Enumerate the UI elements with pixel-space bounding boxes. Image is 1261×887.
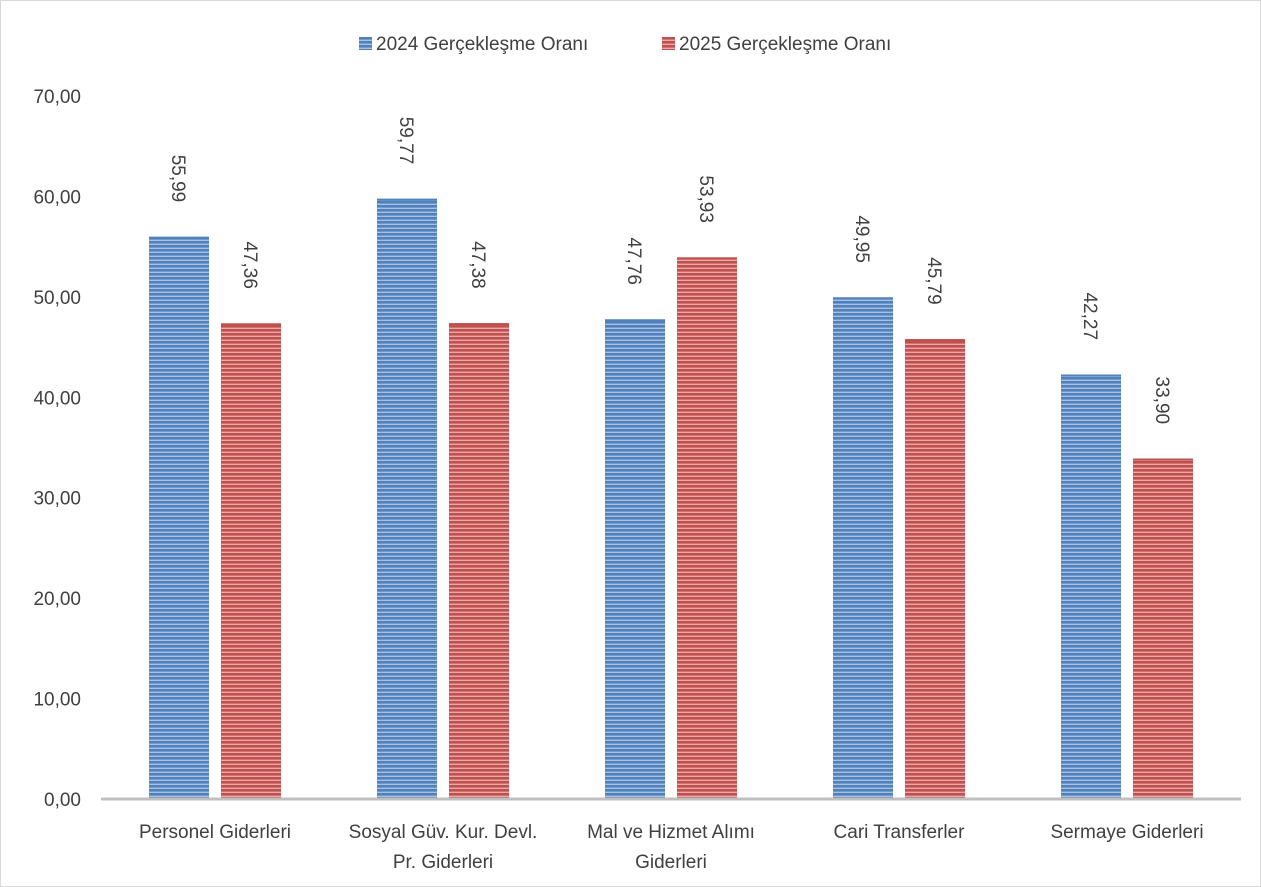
data-label: 49,95 [851, 215, 872, 263]
bar-2024 [149, 236, 209, 799]
bar-2024 [1061, 374, 1121, 799]
bar-2025 [677, 257, 737, 800]
bar-2024 [833, 297, 893, 799]
y-tick-label: 60,00 [33, 187, 81, 208]
bar-2025 [905, 339, 965, 799]
bar-top-edge [833, 297, 893, 300]
x-category-label: Cari Transferler [834, 822, 966, 843]
y-tick-label: 30,00 [33, 489, 81, 510]
data-label: 55,99 [167, 155, 188, 203]
bar-top-edge [149, 236, 209, 239]
data-label: 45,79 [923, 257, 944, 305]
bar-top-edge [449, 323, 509, 326]
y-axis: 0,00 10,00 20,00 30,00 40,00 50,00 60,00 70,00 [33, 87, 81, 811]
legend-swatch-2025 [662, 37, 675, 50]
bar-2024 [605, 319, 665, 799]
legend-swatch-2024 [359, 37, 372, 50]
x-category-label: Pr. Giderleri [393, 852, 493, 873]
y-tick-label: 50,00 [33, 288, 81, 309]
x-category-label: Personel Giderleri [139, 822, 291, 843]
legend-label: 2025 Gerçekleşme Oranı [679, 34, 891, 55]
bar-top-edge [905, 339, 965, 342]
y-tick-label: 20,00 [33, 589, 81, 610]
y-tick-label: 10,00 [33, 690, 81, 711]
data-label: 42,27 [1079, 292, 1100, 340]
bar-2024 [377, 198, 437, 800]
data-label: 47,36 [239, 241, 260, 289]
bar-top-edge [677, 257, 737, 260]
data-label: 47,38 [467, 241, 488, 289]
x-category-label: Sermaye Giderleri [1050, 822, 1203, 843]
bar-top-edge [1061, 374, 1121, 377]
data-label: 53,93 [695, 175, 716, 223]
x-axis: Personel Giderleri Sosyal Güv. Kur. Devl.… [101, 797, 1241, 873]
legend-label: 2024 Gerçekleşme Oranı [376, 34, 588, 55]
data-label: 33,90 [1151, 377, 1172, 425]
bar-2025 [1133, 458, 1193, 799]
bar-top-edge [377, 198, 437, 201]
data-label: 47,76 [623, 237, 644, 285]
bar-top-edge [605, 319, 665, 322]
bar-top-edge [221, 323, 281, 326]
y-tick-label: 70,00 [33, 87, 81, 108]
y-tick-label: 0,00 [44, 790, 81, 811]
x-category-label: Giderleri [635, 852, 707, 873]
x-category-label: Mal ve Hizmet Alımı [587, 822, 755, 843]
data-label: 59,77 [395, 117, 416, 165]
y-tick-label: 40,00 [33, 388, 81, 409]
legend: 2024 Gerçekleşme Oranı 2025 Gerçekleşme O… [359, 34, 891, 55]
x-category-label: Sosyal Güv. Kur. Devl. [349, 822, 538, 843]
bars: 55,99 47,36 59,77 47,38 47,76 53,93 49,95 45,79… [149, 117, 1193, 800]
bar-top-edge [1133, 458, 1193, 461]
bar-2025 [449, 323, 509, 799]
bar-2025 [221, 323, 281, 799]
